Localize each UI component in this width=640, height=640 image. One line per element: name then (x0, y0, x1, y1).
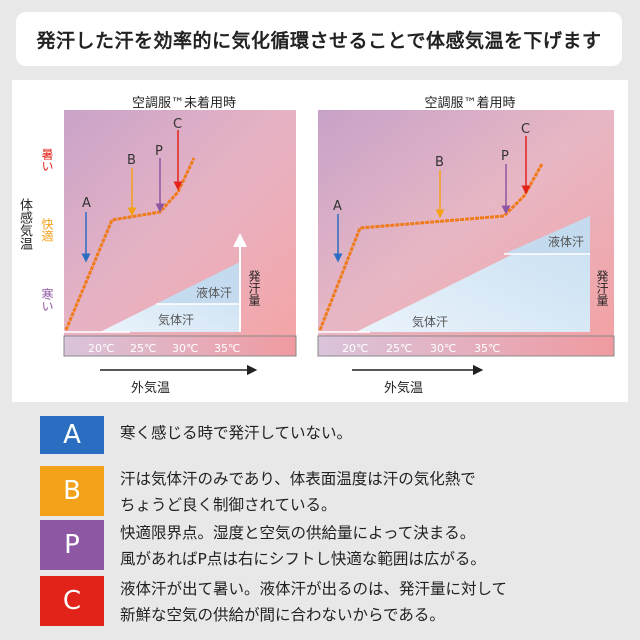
tick-left-20: 20℃ (88, 342, 114, 355)
point-b-left: B (127, 153, 136, 168)
chart-right: A B P C 液体汗 気体汗 20℃ 25℃ 30℃ 35℃ 外気温 (317, 110, 615, 396)
legend-desc-a-line1: 寒く感じる時で発汗していない。 (120, 424, 353, 442)
tick-left-35: 35℃ (214, 342, 240, 355)
chart-right-title: 空調服™着用時 (424, 96, 516, 111)
tick-left-25: 25℃ (130, 342, 156, 355)
vertical-axis-label: 体感気温 (16, 198, 32, 254)
hot-label: 暑い (40, 148, 54, 175)
legend-row-b: B 汗は気体汗のみであり、体表面温度は汗の気化熱で ちょうど良く制御されている。 (40, 466, 476, 518)
hot-label-text: 暑い (40, 148, 54, 172)
tick-right-35: 35℃ (474, 342, 500, 355)
legend-desc-c: 液体汗が出て暑い。液体汗が出るのは、発汗量に対して 新鮮な空気の供給が間に合わな… (120, 576, 507, 628)
legend-desc-b-line2: ちょうど良く制御されている。 (120, 496, 337, 514)
legend-desc-p-line2: 風があればP点は右にシフトし快適な範囲は広がる。 (120, 550, 486, 568)
legend-desc-c-line1: 液体汗が出て暑い。液体汗が出るのは、発汗量に対して (120, 580, 508, 598)
chart-left: A B P C 液体汗 気体汗 20℃ 25℃ 30℃ 35℃ 外気温 (63, 110, 297, 396)
tick-right-20: 20℃ (342, 342, 368, 355)
point-a-right: A (333, 199, 342, 214)
chart-right-temp-band-border (317, 335, 615, 357)
point-p-right: P (501, 149, 509, 164)
chart-right-liquid-label: 液体汗 (548, 234, 584, 249)
legend-desc-b: 汗は気体汗のみであり、体表面温度は汗の気化熱で ちょうど良く制御されている。 (120, 466, 476, 518)
chart-right-liquid-area (504, 216, 590, 254)
chart-left-sweat-label: 発汗量 (246, 270, 262, 309)
chart-right-x-label: 外気温 (384, 380, 423, 396)
chart-left-x-label: 外気温 (131, 380, 170, 396)
legend-desc-c-line2: 新鮮な空気の供給が間に合わないからである。 (120, 606, 445, 624)
chart-left-liquid-area (156, 262, 240, 304)
point-c-left: C (173, 117, 182, 132)
chart-left-sweat-text: 発汗量 (247, 270, 261, 306)
legend-badge-b-text: B (63, 476, 81, 506)
comfort-label: 快適 (40, 218, 54, 245)
legend-badge-a-text: A (63, 420, 81, 450)
legend-desc-p: 快適限界点。湿度と空気の供給量によって決まる。 風があればP点は右にシフトし快適… (120, 520, 486, 572)
header-title: 発汗した汗を効率的に気化循環させることで体感気温を下げます (36, 29, 602, 52)
legend-badge-c-text: C (62, 586, 82, 616)
point-b-right: B (435, 155, 444, 170)
chart-left-temp-band (64, 336, 296, 356)
diagram-svg: A B P C 液体汗 気体汗 20℃ 25℃ 30℃ 35℃ 外気温 A B … (63, 110, 615, 396)
legend-row-p: P 快適限界点。湿度と空気の供給量によって決まる。 風があればP点は右にシフトし… (40, 520, 486, 572)
chart-right-vapor-label: 気体汗 (412, 314, 448, 329)
legend-badge-a: A (40, 416, 104, 454)
chart-left-liquid-label: 液体汗 (196, 285, 232, 300)
tick-right-30: 30℃ (430, 342, 456, 355)
chart-right-sweat-text: 発汗量 (595, 270, 609, 306)
tick-left-30: 30℃ (172, 342, 198, 355)
point-c-right: C (521, 122, 530, 137)
legend-badge-b: B (40, 466, 104, 516)
chart-right-temp-band (318, 336, 614, 356)
chart-left-title: 空調服™未着用時 (131, 96, 236, 111)
chart-left-vapor-label: 気体汗 (158, 312, 194, 327)
vertical-axis-text: 体感気温 (17, 198, 32, 250)
legend-badge-p-text: P (64, 530, 80, 560)
legend-desc-p-line1: 快適限界点。湿度と空気の供給量によって決まる。 (120, 524, 476, 542)
tick-right-25: 25℃ (386, 342, 412, 355)
chart-right-curve (318, 163, 544, 331)
legend-badge-p: P (40, 520, 104, 570)
chart-left-temp-band-border (63, 335, 297, 357)
header-title-box: 発汗した汗を効率的に気化循環させることで体感気温を下げます (16, 12, 622, 66)
legend-desc-b-line1: 汗は気体汗のみであり、体表面温度は汗の気化熱で (120, 470, 476, 488)
chart-right-sweat-label: 発汗量 (594, 270, 610, 309)
comfort-label-text: 快適 (40, 218, 54, 242)
cold-label: 寒い (40, 288, 54, 315)
legend-row-c: C 液体汗が出て暑い。液体汗が出るのは、発汗量に対して 新鮮な空気の供給が間に合… (40, 576, 507, 628)
legend-desc-a: 寒く感じる時で発汗していない。 (120, 420, 352, 446)
cold-label-text: 寒い (40, 288, 54, 312)
point-p-left: P (155, 144, 163, 159)
point-a-left: A (82, 196, 91, 211)
legend-row-a: A 寒く感じる時で発汗していない。 (40, 416, 352, 454)
legend-badge-c: C (40, 576, 104, 626)
